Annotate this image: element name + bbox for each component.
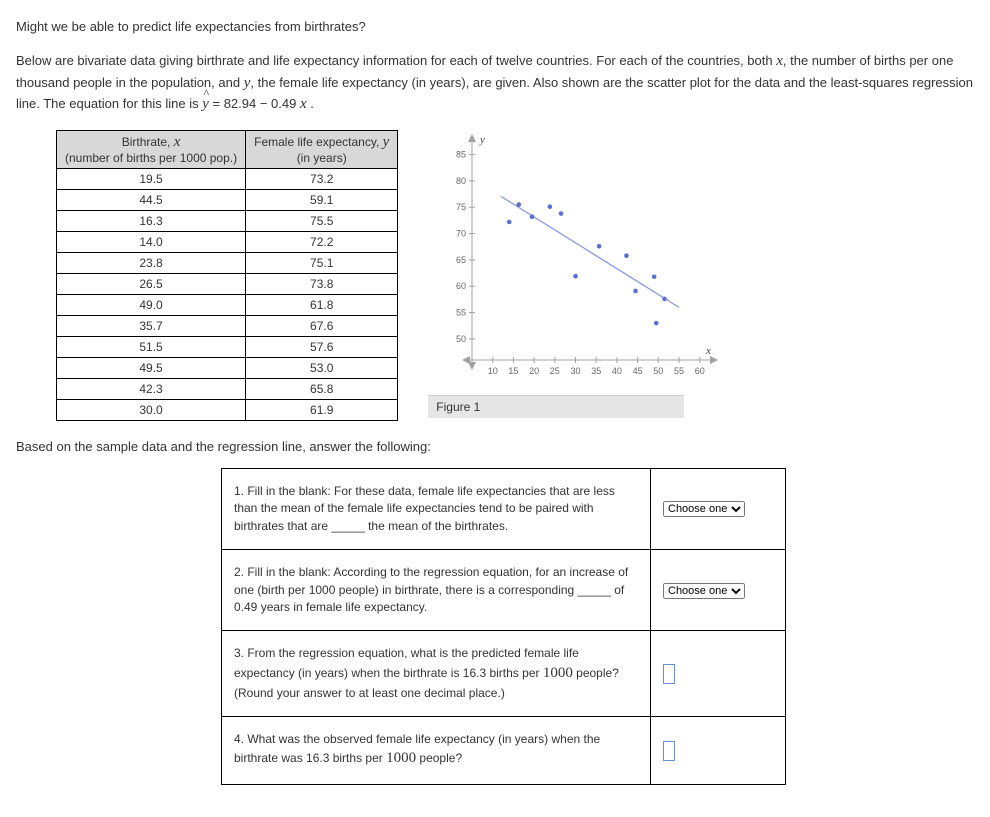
intro-line1: Might we be able to predict life expecta… bbox=[16, 18, 974, 37]
table-row: 16.375.5 bbox=[57, 211, 398, 232]
svg-text:y: y bbox=[479, 134, 485, 146]
svg-text:45: 45 bbox=[633, 366, 643, 376]
svg-text:40: 40 bbox=[612, 366, 622, 376]
table-row: 44.559.1 bbox=[57, 190, 398, 211]
table-row: 23.875.1 bbox=[57, 253, 398, 274]
eq-rhs: = 82.94 − 0.49 bbox=[209, 96, 300, 111]
table-cell: 73.2 bbox=[246, 169, 398, 190]
q3-answer-cell bbox=[651, 631, 786, 717]
svg-text:x: x bbox=[705, 345, 711, 357]
table-cell: 51.5 bbox=[57, 337, 246, 358]
svg-text:75: 75 bbox=[456, 202, 466, 212]
table-cell: 35.7 bbox=[57, 316, 246, 337]
intro-seg-a: Below are bivariate data giving birthrat… bbox=[16, 53, 776, 68]
table-row: 49.553.0 bbox=[57, 358, 398, 379]
svg-text:85: 85 bbox=[456, 150, 466, 160]
hd-y-2: (in years) bbox=[297, 151, 347, 165]
q1-text: 1. Fill in the blank: For these data, fe… bbox=[222, 469, 651, 550]
q4-b: people? bbox=[416, 751, 462, 765]
figure-wrap: 10 15 20 25 30 35 40 45 50 55 60 50 55 60 65 70 75 80 85 y x… bbox=[428, 130, 718, 418]
var-yhat: y bbox=[202, 94, 209, 116]
table-cell: 65.8 bbox=[246, 379, 398, 400]
eq-x: x bbox=[300, 96, 307, 112]
table-cell: 73.8 bbox=[246, 274, 398, 295]
q3-thou: 1000 bbox=[543, 665, 573, 681]
table-row: 30.061.9 bbox=[57, 400, 398, 421]
eq-period: . bbox=[307, 96, 314, 111]
table-row: 26.573.8 bbox=[57, 274, 398, 295]
col-header-y: Female life expectancy, y (in years) bbox=[246, 131, 398, 169]
table-cell: 53.0 bbox=[246, 358, 398, 379]
table-cell: 30.0 bbox=[57, 400, 246, 421]
hd-x-2: (number of births per 1000 pop.) bbox=[65, 151, 237, 165]
q3-a: 3. From the regression equation, what is… bbox=[234, 646, 579, 679]
q4-text: 4. What was the observed female life exp… bbox=[222, 716, 651, 784]
table-row: 42.365.8 bbox=[57, 379, 398, 400]
svg-text:30: 30 bbox=[571, 366, 581, 376]
q4-thou: 1000 bbox=[386, 750, 416, 766]
col-header-x: Birthrate, x(number of births per 1000 p… bbox=[57, 131, 246, 169]
svg-text:55: 55 bbox=[674, 366, 684, 376]
q2-select[interactable]: Choose one bbox=[663, 583, 745, 599]
table-cell: 16.3 bbox=[57, 211, 246, 232]
svg-text:35: 35 bbox=[591, 366, 601, 376]
svg-text:20: 20 bbox=[529, 366, 539, 376]
var-x: x bbox=[776, 53, 783, 69]
intro-line2: Below are bivariate data giving birthrat… bbox=[16, 51, 974, 116]
q4-input[interactable] bbox=[663, 741, 675, 761]
scatter-plot: 10 15 20 25 30 35 40 45 50 55 60 50 55 60 65 70 75 80 85 y x bbox=[428, 130, 718, 390]
data-table: Birthrate, x(number of births per 1000 p… bbox=[56, 130, 398, 421]
table-row: 49.061.8 bbox=[57, 295, 398, 316]
table-cell: 57.6 bbox=[246, 337, 398, 358]
q2-text: 2. Fill in the blank: According to the r… bbox=[222, 550, 651, 631]
table-cell: 26.5 bbox=[57, 274, 246, 295]
svg-text:10: 10 bbox=[488, 366, 498, 376]
svg-text:65: 65 bbox=[456, 255, 466, 265]
table-cell: 72.2 bbox=[246, 232, 398, 253]
hd-x-var: x bbox=[174, 134, 181, 150]
q3-input[interactable] bbox=[663, 664, 675, 684]
table-cell: 23.8 bbox=[57, 253, 246, 274]
table-cell: 49.5 bbox=[57, 358, 246, 379]
question-table: 1. Fill in the blank: For these data, fe… bbox=[221, 468, 786, 785]
table-cell: 75.1 bbox=[246, 253, 398, 274]
figure-caption: Figure 1 bbox=[428, 395, 684, 418]
table-cell: 67.6 bbox=[246, 316, 398, 337]
q1-select[interactable]: Choose one bbox=[663, 501, 745, 517]
hd-y-1: Female life expectancy, bbox=[254, 135, 383, 149]
table-row: 14.072.2 bbox=[57, 232, 398, 253]
table-row: 35.767.6 bbox=[57, 316, 398, 337]
table-cell: 49.0 bbox=[57, 295, 246, 316]
table-row: 51.557.6 bbox=[57, 337, 398, 358]
table-cell: 59.1 bbox=[246, 190, 398, 211]
table-cell: 75.5 bbox=[246, 211, 398, 232]
q2-answer-cell: Choose one bbox=[651, 550, 786, 631]
table-cell: 44.5 bbox=[57, 190, 246, 211]
table-cell: 19.5 bbox=[57, 169, 246, 190]
svg-text:55: 55 bbox=[456, 308, 466, 318]
svg-text:80: 80 bbox=[456, 176, 466, 186]
intro-text: Might we be able to predict life expecta… bbox=[16, 18, 974, 116]
based-text: Based on the sample data and the regress… bbox=[16, 439, 974, 454]
svg-text:50: 50 bbox=[456, 334, 466, 344]
svg-text:60: 60 bbox=[456, 281, 466, 291]
table-cell: 61.9 bbox=[246, 400, 398, 421]
hd-y-var: y bbox=[383, 134, 390, 150]
q4-answer-cell bbox=[651, 716, 786, 784]
q1-answer-cell: Choose one bbox=[651, 469, 786, 550]
svg-text:50: 50 bbox=[654, 366, 664, 376]
svg-text:60: 60 bbox=[695, 366, 705, 376]
table-cell: 14.0 bbox=[57, 232, 246, 253]
table-cell: 61.8 bbox=[246, 295, 398, 316]
table-cell: 42.3 bbox=[57, 379, 246, 400]
q3-text: 3. From the regression equation, what is… bbox=[222, 631, 651, 717]
svg-text:25: 25 bbox=[550, 366, 560, 376]
table-row: 19.573.2 bbox=[57, 169, 398, 190]
hd-x-1: Birthrate, bbox=[122, 135, 174, 149]
svg-text:70: 70 bbox=[456, 229, 466, 239]
svg-text:15: 15 bbox=[509, 366, 519, 376]
